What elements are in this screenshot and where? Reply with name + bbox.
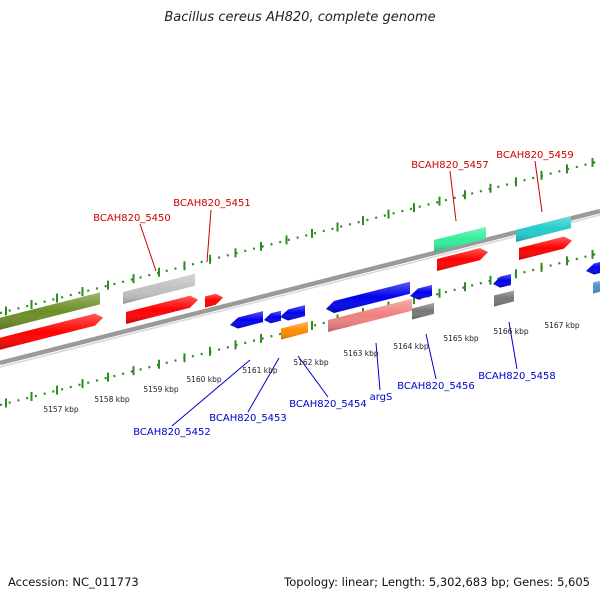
reverse-gene-6-shading (328, 298, 412, 332)
forward-gene-9-shading (519, 236, 572, 260)
forward-gene-bcah820-5459-shading (516, 216, 571, 242)
scale-label: 5163 kbp (343, 349, 379, 358)
scale-label: 5167 kbp (544, 321, 580, 330)
label-leaders (139, 160, 543, 427)
scale-label: 5159 kbp (143, 385, 179, 394)
forward-gene-7-shading (437, 248, 488, 271)
genome-stats: Topology: linear; Length: 5,302,683 bp; … (284, 575, 590, 589)
reverse-gene-bcah820-5458-shading (493, 273, 511, 288)
reverse-gene-bcah820-5453-shading (264, 310, 281, 324)
label-bcah820-5456[interactable]: BCAH820_5456 (397, 381, 475, 392)
scale-label: 5164 kbp (393, 342, 429, 351)
reverse-gene-bcah820-5456-shading (410, 284, 432, 300)
label-bcah820-5459-leader (534, 160, 543, 213)
label-bcah820-5450-leader (139, 223, 157, 272)
label-bcah820-5459[interactable]: BCAH820_5459 (496, 150, 574, 161)
genome-backbone (0, 208, 600, 368)
reverse-gene-bcah820-5454-shading (281, 321, 308, 340)
label-bcah820-5454-leader (297, 355, 329, 398)
reverse-gene-8-shading (412, 302, 434, 320)
label-bcah820-5456-leader (425, 333, 437, 380)
label-bcah820-5457[interactable]: BCAH820_5457 (411, 160, 489, 171)
forward-gene-4-shading (126, 295, 198, 324)
genome-title: Bacillus cereus AH820, complete genome (164, 10, 436, 25)
label-bcah820-5451-leader (206, 209, 212, 263)
label-bcah820-5453[interactable]: BCAH820_5453 (209, 413, 287, 424)
scale-label: 5162 kbp (293, 358, 329, 367)
scale-label: 5158 kbp (94, 395, 130, 404)
label-bcah820-5452-leader (171, 359, 251, 427)
reverse-gene-args-shading (326, 281, 410, 313)
label-bcah820-5452[interactable]: BCAH820_5452 (133, 427, 211, 438)
label-bcah820-5450[interactable]: BCAH820_5450 (93, 213, 171, 224)
forward-tick-track (0, 157, 600, 316)
forward-gene-bcah820-5451-shading (205, 293, 223, 308)
forward-gene-1-shading (0, 292, 100, 330)
label-args-leader (375, 342, 381, 391)
backbone-highlight (0, 214, 600, 368)
reverse-gene-10-shading (494, 290, 514, 307)
scale-labels: 5157 kbp 5158 kbp 5159 kbp 5160 kbp 5161 kbp… (43, 321, 580, 414)
scale-label: 5160 kbp (186, 375, 222, 384)
label-args[interactable]: argS (370, 392, 393, 403)
reverse-gene-11-shading (586, 261, 600, 275)
label-bcah820-5454[interactable]: BCAH820_5454 (289, 399, 367, 410)
accession-label: Accession: NC_011773 (8, 575, 139, 589)
reverse-tick-track (0, 249, 600, 408)
forward-gene-bcah820-5457-shading (434, 226, 486, 252)
scale-label: 5161 kbp (242, 366, 278, 375)
scale-label: 5157 kbp (43, 405, 79, 414)
forward-gene-2-shading (0, 313, 103, 350)
reverse-gene-bcah820-5452-shading (230, 311, 263, 329)
label-bcah820-5458-leader (508, 321, 518, 370)
label-bcah820-5451[interactable]: BCAH820_5451 (173, 198, 251, 209)
backbone-line (0, 208, 600, 366)
scale-label: 5166 kbp (493, 327, 529, 336)
forward-gene-bcah820-5450-shading (123, 273, 195, 304)
scale-label: 5165 kbp (443, 334, 479, 343)
reverse-gene-3-shading (280, 305, 305, 321)
label-bcah820-5453-leader (247, 357, 280, 413)
gene-features (0, 216, 600, 350)
label-bcah820-5457-leader (449, 170, 457, 222)
forward-track-dots (0, 159, 600, 315)
reverse-gene-12-shading (593, 280, 600, 294)
label-bcah820-5458[interactable]: BCAH820_5458 (478, 371, 556, 382)
